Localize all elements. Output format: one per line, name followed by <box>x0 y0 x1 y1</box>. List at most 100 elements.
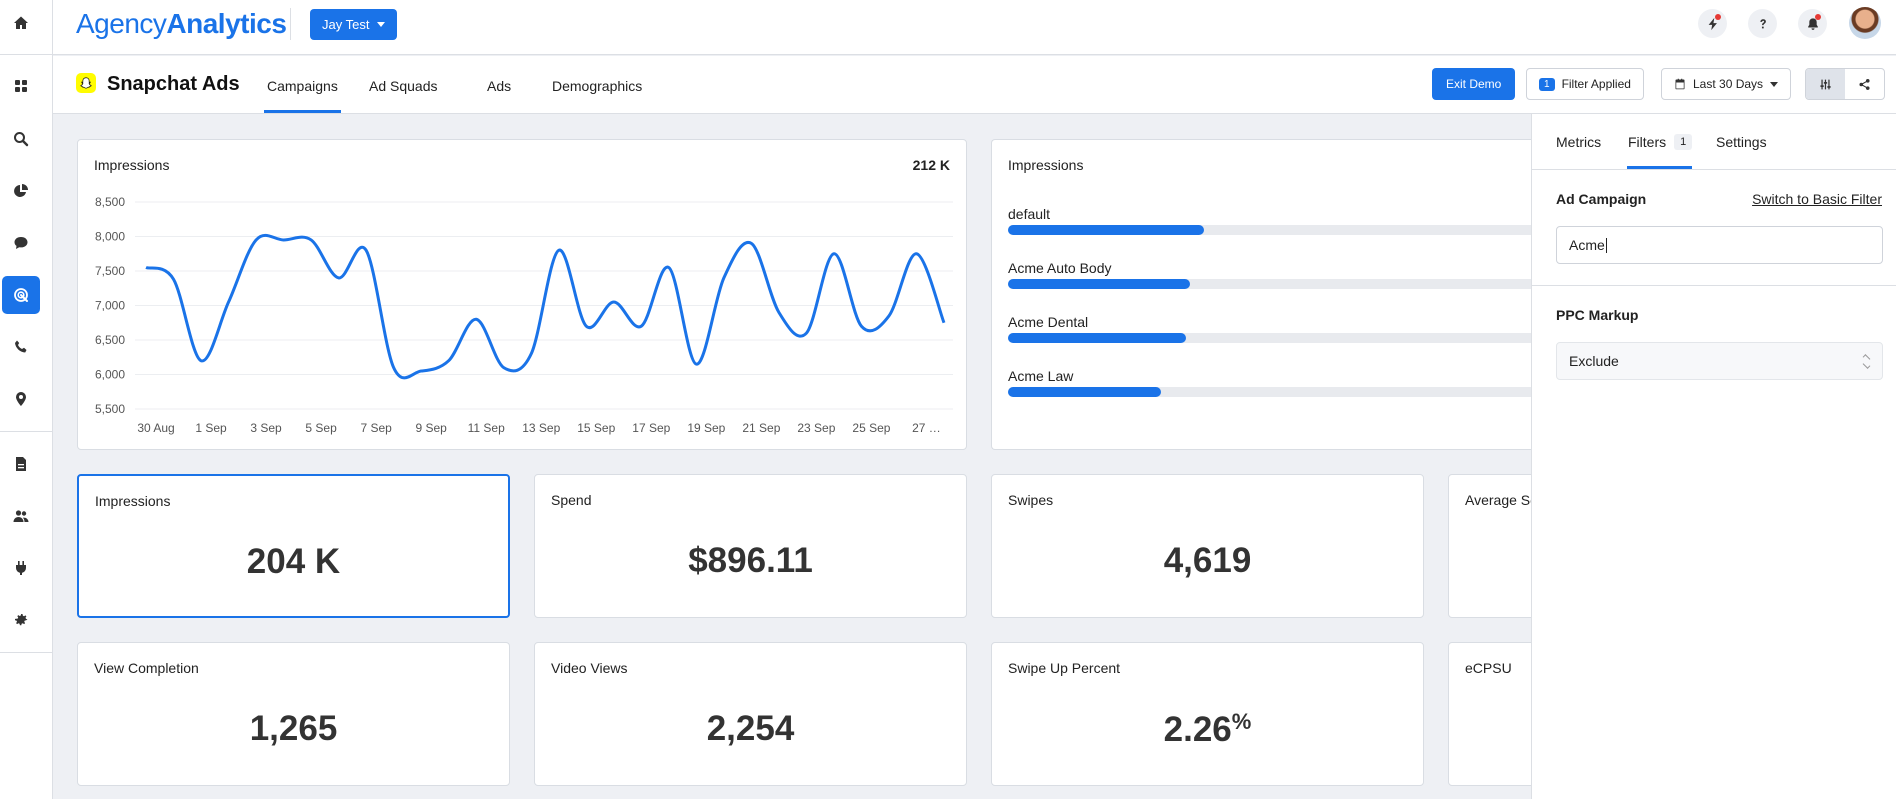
logo-divider <box>290 8 291 40</box>
share-button[interactable] <box>1845 69 1884 99</box>
panel-tab-label: Metrics <box>1556 134 1602 150</box>
ppc-icon[interactable] <box>2 276 40 314</box>
gear-icon[interactable] <box>2 601 40 639</box>
page-header: Snapchat Ads Campaigns Ad Squads Ads Dem… <box>53 56 1896 114</box>
metric-card-swipe-up-percent[interactable]: Swipe Up Percent 2.26% <box>991 642 1424 786</box>
metric-card-video-views[interactable]: Video Views 2,254 <box>534 642 967 786</box>
metric-label: Swipes <box>1008 492 1054 508</box>
x-tick-label: 9 Sep <box>415 421 447 435</box>
exit-demo-button[interactable]: Exit Demo <box>1432 68 1516 100</box>
active-panel-tab-indicator <box>1627 166 1692 169</box>
metric-value: 2.26% <box>992 709 1423 750</box>
user-avatar[interactable] <box>1849 7 1881 39</box>
dashboard-icon[interactable] <box>2 67 40 105</box>
impressions-line-chart-card: Impressions 212 K 8,500 8,000 7,500 7,000 6,… <box>77 139 967 450</box>
x-tick-label: 1 Sep <box>195 421 227 435</box>
text-cursor <box>1605 237 1607 253</box>
impressions-by-campaign-card: Impressions default Acme Auto Body Acme De… <box>991 139 1551 450</box>
chevron-down-icon <box>377 22 386 27</box>
x-tick-label: 5 Sep <box>305 421 337 435</box>
metric-card-swipes[interactable]: Swipes 4,619 <box>991 474 1424 618</box>
metric-card-view-completion[interactable]: View Completion 1,265 <box>77 642 510 786</box>
panel-tab-metrics[interactable]: Metrics <box>1556 134 1601 150</box>
panel-tab-filters[interactable]: Filters 1 <box>1628 134 1693 150</box>
sidebar-divider <box>0 652 52 653</box>
date-range-label: Last 30 Days <box>1693 77 1764 91</box>
x-tick-label: 17 Sep <box>632 421 670 435</box>
phone-icon[interactable] <box>2 328 40 366</box>
x-tick-label: 25 Sep <box>852 421 890 435</box>
bar-track <box>1008 225 1551 235</box>
bar-label: Acme Law <box>1008 368 1074 384</box>
filters-count-badge: 1 <box>1674 134 1693 150</box>
report-file-icon[interactable] <box>2 445 40 483</box>
share-icon <box>1859 78 1870 90</box>
ppc-markup-select[interactable]: Exclude <box>1556 342 1883 380</box>
logo-text-analytics: Analytics <box>166 8 287 39</box>
metric-value: 4,619 <box>1163 541 1252 580</box>
panel-tab-settings[interactable]: Settings <box>1716 134 1767 150</box>
date-range-button[interactable]: Last 30 Days <box>1661 68 1792 100</box>
help-icon[interactable] <box>1748 9 1777 38</box>
sidebar-divider <box>0 431 52 432</box>
client-selector-button[interactable]: Jay Test <box>310 9 398 40</box>
impressions-series-line <box>145 233 946 380</box>
bar-track <box>1008 333 1551 343</box>
pie-chart-icon[interactable] <box>2 172 40 210</box>
filter-count-badge: 1 <box>1539 77 1555 91</box>
y-tick-label: 5,500 <box>95 402 125 416</box>
bar-track <box>1008 279 1551 289</box>
bar-label: Acme Dental <box>1008 314 1089 330</box>
tab-ads[interactable]: Ads <box>487 78 512 94</box>
metric-label: Swipe Up Percent <box>1008 660 1121 676</box>
search-icon[interactable] <box>2 120 40 158</box>
sliders-icon <box>1820 79 1831 89</box>
ad-campaign-filter-input[interactable]: Acme <box>1556 226 1883 264</box>
bar-fill <box>1008 387 1162 397</box>
calendar-icon <box>1675 78 1685 90</box>
notification-dot <box>1715 14 1721 20</box>
x-tick-label: 11 Sep <box>468 421 505 435</box>
plug-icon[interactable] <box>2 549 40 587</box>
home-icon[interactable] <box>2 4 40 42</box>
chart-total: 212 K <box>912 157 950 173</box>
metric-value: $896.11 <box>688 541 813 580</box>
metric-card-spend[interactable]: Spend $896.11 <box>534 474 967 618</box>
filter-panel: Metrics Filters 1 Settings Ad Campaign Sw… <box>1531 114 1896 799</box>
ad-campaign-input-value: Acme <box>1569 237 1605 253</box>
notification-dot <box>1815 14 1821 20</box>
chevron-down-icon <box>1770 81 1779 87</box>
bar-fill <box>1008 333 1187 343</box>
metric-label: Average Sc <box>1465 492 1538 508</box>
select-arrows-icon <box>1862 353 1871 369</box>
tab-campaigns[interactable]: Campaigns <box>267 78 338 94</box>
filter-panel-toggle[interactable] <box>1806 69 1845 99</box>
agency-analytics-logo[interactable]: AgencyAnalytics <box>76 8 287 40</box>
location-pin-icon[interactable] <box>2 380 40 418</box>
metric-label: eCPSU <box>1465 660 1512 676</box>
x-tick-label: 27 … <box>912 421 941 435</box>
metric-value: 2,254 <box>706 709 795 748</box>
chart-title: Impressions <box>94 157 170 173</box>
x-tick-label: 7 Sep <box>360 421 392 435</box>
y-tick-label: 8,000 <box>95 230 125 244</box>
metric-value-suffix: % <box>1231 709 1252 734</box>
page-title: Snapchat Ads <box>107 73 240 95</box>
tab-ad-squads[interactable]: Ad Squads <box>369 78 438 94</box>
logo-text-agency: Agency <box>76 8 167 39</box>
metric-card-impressions[interactable]: Impressions 204 K <box>77 474 510 618</box>
metric-value: 204 K <box>246 542 341 581</box>
top-bar: AgencyAnalytics Jay Test <box>53 0 1896 55</box>
chat-icon[interactable] <box>2 224 40 262</box>
lightning-icon[interactable] <box>1698 9 1727 38</box>
view-toggle-group <box>1805 68 1885 100</box>
tab-demographics[interactable]: Demographics <box>552 78 643 94</box>
bar-fill <box>1008 225 1204 235</box>
notification-bell-icon[interactable] <box>1798 9 1827 38</box>
filter-applied-button[interactable]: 1 Filter Applied <box>1526 68 1644 100</box>
bar-fill <box>1008 279 1190 289</box>
y-tick-label: 7,000 <box>95 299 125 313</box>
metric-label: Spend <box>551 492 592 508</box>
users-icon[interactable] <box>2 497 40 535</box>
switch-to-basic-filter-link[interactable]: Switch to Basic Filter <box>1752 191 1882 207</box>
